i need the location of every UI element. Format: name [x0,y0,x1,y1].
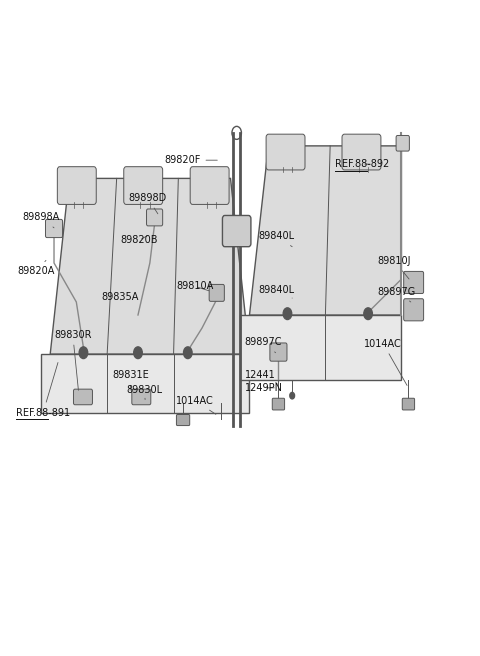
FancyBboxPatch shape [272,398,285,410]
Polygon shape [50,178,250,354]
Text: 89898A: 89898A [23,213,60,228]
Circle shape [364,308,372,319]
Text: 89897C: 89897C [245,337,282,353]
Text: 1014AC: 1014AC [177,396,216,415]
Text: 89835A: 89835A [101,292,139,302]
Circle shape [79,347,88,359]
Polygon shape [240,315,401,380]
Circle shape [183,347,192,359]
Polygon shape [250,146,401,315]
Text: 89820A: 89820A [17,260,54,276]
Text: 12441: 12441 [245,370,277,383]
FancyBboxPatch shape [396,136,409,151]
Text: 89840L: 89840L [258,232,294,247]
Polygon shape [41,354,250,413]
Text: 1014AC: 1014AC [364,338,407,386]
FancyBboxPatch shape [266,134,305,170]
Text: 89898D: 89898D [129,193,167,214]
Text: 89840L: 89840L [258,285,294,298]
Text: 89810J: 89810J [378,256,411,279]
FancyBboxPatch shape [402,398,415,410]
Circle shape [290,392,295,399]
FancyBboxPatch shape [270,343,287,361]
Text: 1249PN: 1249PN [245,383,283,393]
FancyBboxPatch shape [146,209,163,226]
FancyBboxPatch shape [46,219,62,237]
FancyBboxPatch shape [190,167,229,205]
Text: REF.88-891: REF.88-891 [16,363,70,418]
FancyBboxPatch shape [209,285,224,301]
Text: REF.88-892: REF.88-892 [335,159,389,169]
FancyBboxPatch shape [404,298,424,321]
FancyBboxPatch shape [73,389,93,405]
Text: 89820F: 89820F [164,155,217,165]
FancyBboxPatch shape [342,134,381,170]
Text: 89897G: 89897G [378,287,416,302]
FancyBboxPatch shape [222,215,251,247]
Text: 89830R: 89830R [54,329,92,390]
FancyBboxPatch shape [124,167,163,205]
FancyBboxPatch shape [132,389,151,405]
FancyBboxPatch shape [177,415,190,426]
Text: 89830L: 89830L [126,386,162,400]
Text: 89831E: 89831E [113,370,150,390]
Circle shape [283,308,292,319]
Circle shape [134,347,142,359]
FancyBboxPatch shape [404,272,424,293]
Text: 89810A: 89810A [177,281,214,291]
FancyBboxPatch shape [57,167,96,205]
Text: 89820B: 89820B [120,236,158,245]
